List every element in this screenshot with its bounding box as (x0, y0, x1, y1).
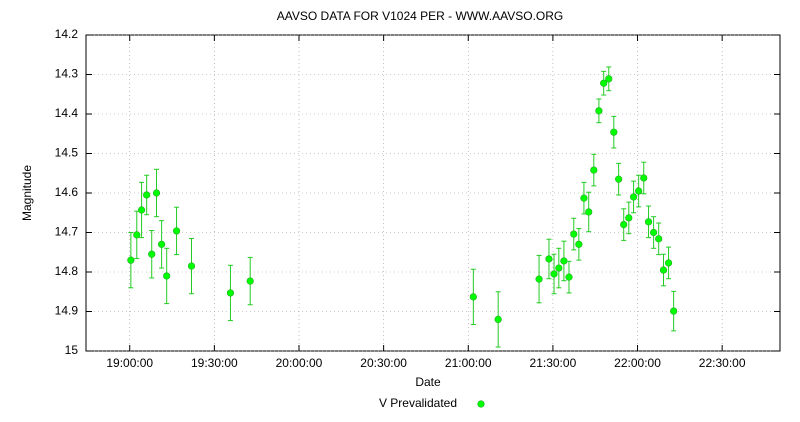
y-tick-label: 14.9 (55, 304, 79, 318)
x-tick-label: 22:30:00 (699, 356, 746, 370)
data-point (605, 75, 613, 83)
data-point (640, 174, 648, 182)
data-point (600, 79, 608, 87)
data-point (133, 231, 141, 239)
data-point (172, 227, 181, 235)
data-point (163, 272, 171, 280)
x-tick-label: 21:00:00 (445, 356, 492, 370)
data-point (143, 191, 151, 199)
data-point (615, 175, 623, 183)
data-point (650, 228, 658, 237)
x-tick-label: 21:30:00 (530, 356, 577, 370)
data-point (580, 194, 588, 202)
data-point (644, 218, 653, 226)
y-tick-label: 14.6 (55, 185, 79, 199)
data-point (535, 275, 543, 283)
legend-marker (477, 400, 485, 408)
data-point (152, 189, 161, 197)
data-point (494, 315, 502, 324)
data-point (629, 193, 638, 201)
data-point (610, 128, 618, 136)
data-point (226, 289, 235, 297)
x-tick-label: 20:30:00 (360, 356, 407, 370)
data-point (585, 208, 593, 216)
data-point (560, 257, 568, 265)
x-tick-label: 22:00:00 (614, 356, 661, 370)
data-point (137, 206, 146, 214)
data-point (469, 293, 477, 301)
y-axis-label: Magnitude (20, 165, 34, 221)
data-point (570, 230, 578, 238)
data-point (670, 307, 678, 315)
x-tick-label: 20:00:00 (276, 356, 323, 370)
x-axis-label: Date (415, 375, 441, 389)
data-point (158, 240, 166, 248)
data-point (659, 266, 668, 274)
data-point (664, 259, 673, 267)
data-point (575, 240, 583, 248)
data-point (655, 235, 663, 243)
data-point (590, 166, 598, 174)
y-tick-label: 14.3 (55, 67, 79, 81)
y-tick-label: 14.2 (55, 27, 79, 41)
data-point (550, 270, 558, 278)
data-point (555, 264, 563, 272)
data-point (635, 187, 643, 195)
data-point (127, 256, 135, 264)
data-point (625, 214, 633, 222)
y-tick-label: 14.7 (55, 225, 79, 239)
data-point (545, 255, 553, 263)
y-tick-label: 15 (65, 343, 79, 357)
y-tick-label: 14.4 (55, 106, 79, 120)
data-point (595, 107, 603, 115)
data-point (565, 273, 573, 281)
y-tick-label: 14.5 (55, 146, 79, 160)
data-point (148, 250, 156, 258)
data-point (620, 221, 628, 229)
data-point (246, 277, 254, 285)
x-tick-label: 19:30:00 (191, 356, 238, 370)
x-tick-label: 19:00:00 (106, 356, 153, 370)
legend-label: V Prevalidated (379, 396, 457, 410)
y-tick-label: 14.8 (55, 264, 79, 278)
chart-title: AAVSO DATA FOR V1024 PER - WWW.AAVSO.ORG (277, 9, 564, 23)
data-point (187, 262, 196, 270)
